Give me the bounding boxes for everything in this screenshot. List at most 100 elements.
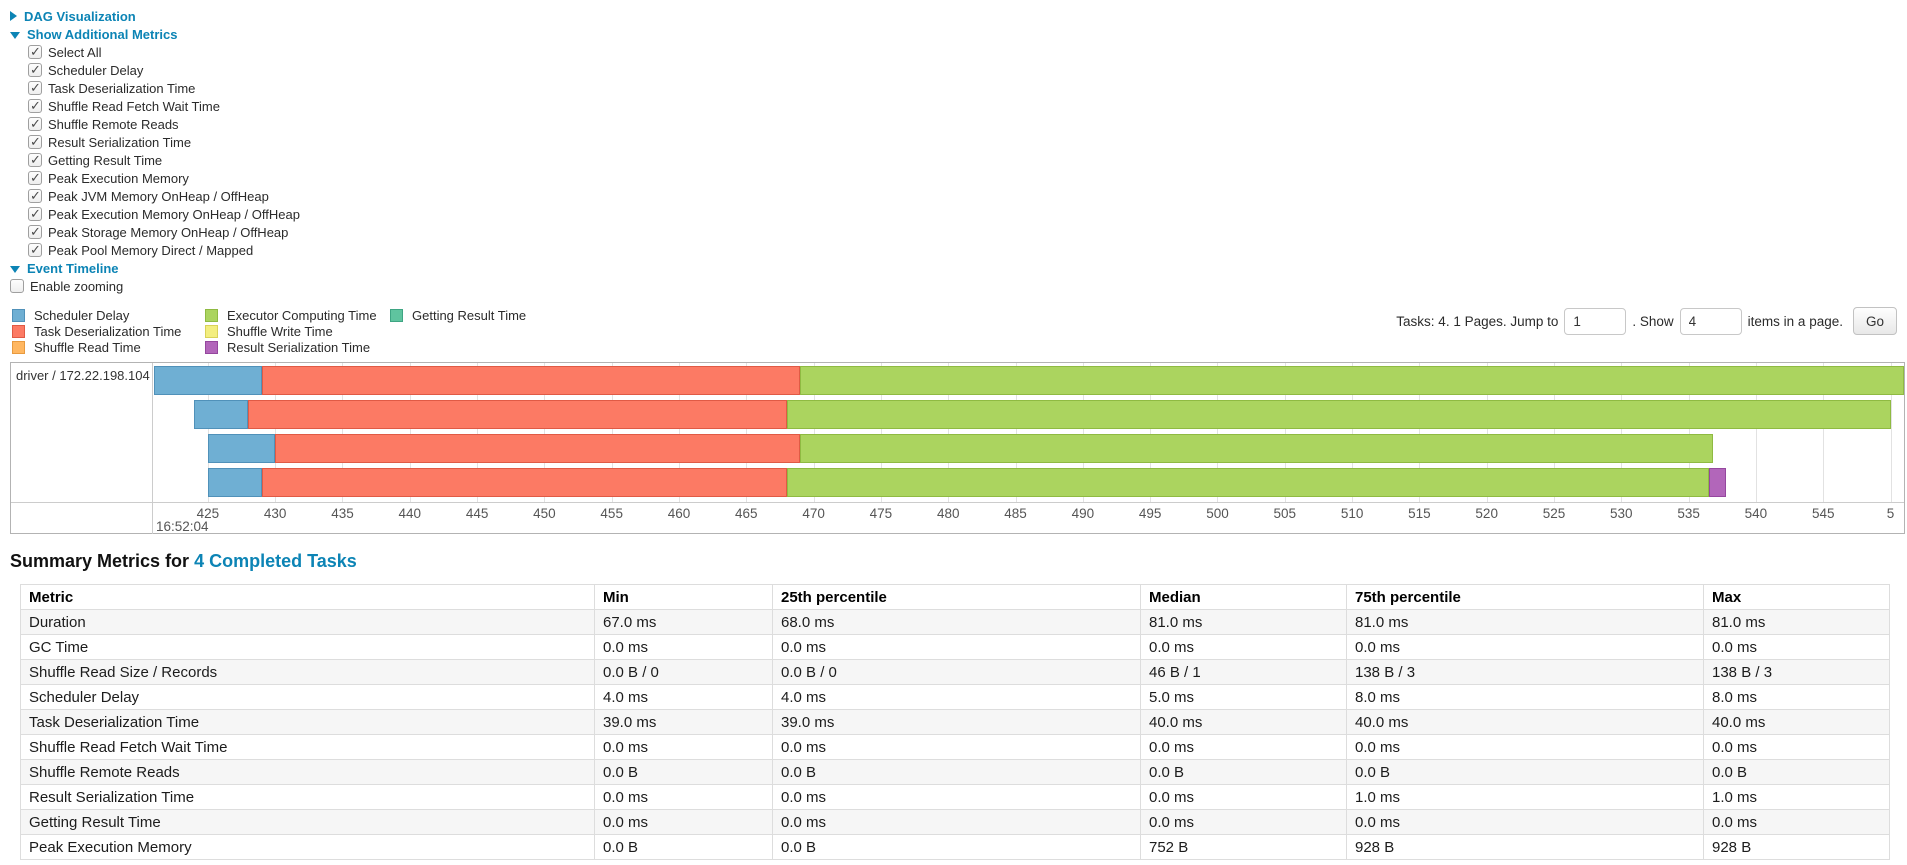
legend-label: Shuffle Write Time [227, 323, 333, 339]
metric-checkbox-label: Result Serialization Time [48, 134, 192, 150]
dag-visualization-link[interactable]: DAG Visualization [24, 8, 136, 24]
metric-checkbox-row[interactable]: Peak JVM Memory OnHeap / OffHeap [28, 187, 1907, 205]
axis-tick-label: 450 [533, 506, 556, 521]
task-segment-task-deserialization[interactable] [248, 400, 787, 429]
legend-column: Executor Computing Time Shuffle Write Tim… [205, 307, 390, 355]
show-additional-metrics-toggle[interactable]: Show Additional Metrics [10, 25, 1907, 43]
checkbox-icon[interactable] [28, 62, 42, 78]
metric-checkbox-label: Getting Result Time [48, 152, 163, 168]
task-segment-scheduler-delay[interactable] [194, 400, 249, 429]
gridline [1688, 363, 1690, 502]
metric-checkbox-row[interactable]: Result Serialization Time [28, 133, 1907, 151]
executor-label-column: driver / 172.22.198.104 [11, 363, 153, 534]
event-timeline-link[interactable]: Event Timeline [27, 260, 119, 276]
task-segment-task-deserialization[interactable] [261, 366, 801, 395]
gridline [1150, 363, 1152, 502]
task-segment-scheduler-delay[interactable] [154, 366, 262, 395]
additional-metrics-list: Select All Scheduler Delay Task Deserializ… [0, 43, 1907, 259]
summary-metrics-table: Metric Min 25th percentile Median 75th perce… [20, 584, 1890, 860]
gridline [409, 363, 411, 502]
pagination-mid-text: . Show [1632, 313, 1674, 329]
shuffle-read-swatch [12, 340, 25, 354]
metric-checkbox-label: Scheduler Delay [48, 62, 144, 78]
getting-result-swatch [390, 308, 403, 322]
metric-value-cell: 1.0 ms [1346, 784, 1704, 810]
task-segment-executor-computing[interactable] [800, 366, 1904, 395]
task-segment-executor-computing[interactable] [786, 468, 1709, 497]
metric-checkbox-label: Peak Storage Memory OnHeap / OffHeap [48, 224, 289, 240]
column-header: 75th percentile [1346, 584, 1704, 610]
task-segment-scheduler-delay[interactable] [207, 434, 276, 463]
result-serialization-swatch [205, 340, 218, 354]
summary-table-body: Duration 67.0 ms 68.0 ms 81.0 ms 81.0 ms 81.0… [20, 609, 1890, 860]
gridline [275, 363, 277, 502]
task-segment-task-deserialization[interactable] [261, 468, 787, 497]
metric-value-cell: 0.0 ms [1140, 809, 1347, 835]
enable-zooming-label: Enable zooming [30, 278, 124, 294]
checkbox-icon[interactable] [28, 224, 42, 240]
metric-checkbox-row[interactable]: Scheduler Delay [28, 61, 1907, 79]
metric-checkbox-row[interactable]: Peak Execution Memory OnHeap / OffHeap [28, 205, 1907, 223]
metric-value-cell: 81.0 ms [1140, 609, 1347, 635]
metric-value-cell: 81.0 ms [1703, 609, 1890, 635]
legend-label: Executor Computing Time [227, 307, 377, 323]
metric-value-cell: 0.0 B [1703, 759, 1890, 785]
metric-checkbox-label: Select All [48, 44, 102, 60]
task-segment-task-deserialization[interactable] [275, 434, 801, 463]
legend-item: Shuffle Write Time [205, 323, 390, 339]
metric-value-cell: 8.0 ms [1346, 684, 1704, 710]
checkbox-icon[interactable] [28, 80, 42, 96]
completed-tasks-link[interactable]: 4 Completed Tasks [194, 551, 357, 571]
dag-visualization-toggle[interactable]: DAG Visualization [10, 7, 1907, 25]
checkbox-icon[interactable] [28, 242, 42, 258]
gridline [948, 363, 950, 502]
task-segment-executor-computing[interactable] [786, 400, 1891, 429]
checkbox-icon[interactable] [10, 279, 24, 293]
checkbox-icon[interactable] [28, 116, 42, 132]
collapsed-arrow-icon [10, 11, 17, 21]
event-timeline-toggle[interactable]: Event Timeline [10, 259, 1907, 277]
axis-tick-label: 480 [936, 506, 960, 521]
checkbox-icon[interactable] [28, 44, 42, 60]
metric-name-cell: Shuffle Read Fetch Wait Time [20, 734, 595, 760]
items-per-page-input[interactable] [1679, 307, 1742, 335]
show-additional-metrics-link[interactable]: Show Additional Metrics [27, 26, 178, 42]
metric-checkbox-row[interactable]: Peak Execution Memory [28, 169, 1907, 187]
checkbox-icon[interactable] [28, 170, 42, 186]
task-segment-executor-computing[interactable] [800, 434, 1713, 463]
metric-checkbox-row[interactable]: Peak Storage Memory OnHeap / OffHeap [28, 223, 1907, 241]
task-segment-result-serialization[interactable] [1708, 468, 1727, 497]
checkbox-icon[interactable] [28, 206, 42, 222]
checkbox-icon[interactable] [28, 98, 42, 114]
metric-checkbox-row[interactable]: Peak Pool Memory Direct / Mapped [28, 241, 1907, 259]
checkbox-icon[interactable] [28, 134, 42, 150]
column-header: Min [594, 584, 773, 610]
axis-tick-label: 475 [869, 506, 893, 521]
metric-checkbox-row[interactable]: Task Deserialization Time [28, 79, 1907, 97]
table-row: Duration 67.0 ms 68.0 ms 81.0 ms 81.0 ms 81.0… [20, 609, 1890, 635]
enable-zooming-row[interactable]: Enable zooming [10, 277, 1907, 295]
axis-tick-label: 435 [331, 506, 354, 521]
metric-name-cell: Getting Result Time [20, 809, 595, 835]
axis-tick-label: 440 [398, 506, 422, 521]
gridline [1419, 363, 1421, 502]
metric-value-cell: 46 B / 1 [1140, 659, 1347, 685]
metric-value-cell: 0.0 ms [1140, 734, 1347, 760]
gridline [1082, 363, 1084, 502]
legend-column: Getting Result Time [390, 307, 526, 355]
task-segment-scheduler-delay[interactable] [207, 468, 262, 497]
metric-checkbox-row[interactable]: Shuffle Read Fetch Wait Time [28, 97, 1907, 115]
metric-checkbox-label: Task Deserialization Time [48, 80, 196, 96]
timeline-axis: 425 430 435 440 445 450 455 460 465 470 475 480 485 4… [11, 502, 1904, 534]
metric-checkbox-row[interactable]: Shuffle Remote Reads [28, 115, 1907, 133]
timeline-plot [154, 363, 1904, 502]
jump-to-page-input[interactable] [1564, 307, 1627, 335]
metric-value-cell: 0.0 ms [772, 734, 1141, 760]
checkbox-icon[interactable] [28, 188, 42, 204]
column-header: Metric [20, 584, 595, 610]
metric-checkbox-row[interactable]: Select All [28, 43, 1907, 61]
go-button[interactable]: Go [1852, 307, 1897, 335]
checkbox-icon[interactable] [28, 152, 42, 168]
metric-checkbox-row[interactable]: Getting Result Time [28, 151, 1907, 169]
